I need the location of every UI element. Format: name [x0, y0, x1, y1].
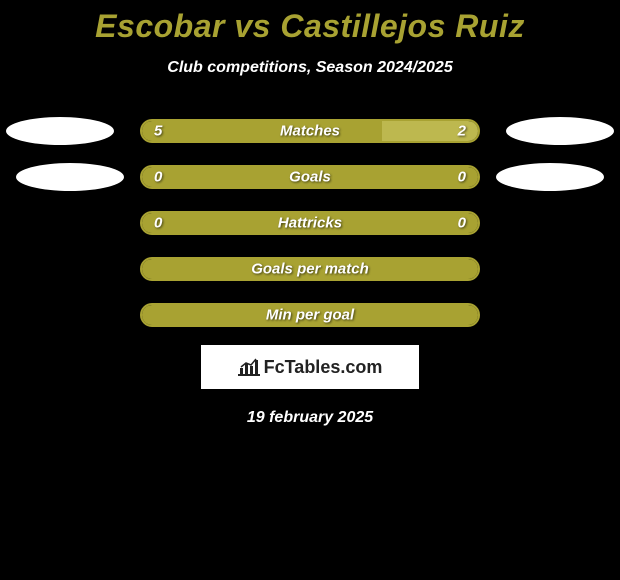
- subtitle: Club competitions, Season 2024/2025: [0, 59, 620, 77]
- logo-box: FcTables.com: [201, 345, 419, 389]
- stat-bar: Min per goal: [140, 303, 480, 327]
- stat-row: Min per goal: [0, 303, 620, 327]
- stat-bar: Matches52: [140, 119, 480, 143]
- logo: FcTables.com: [238, 357, 383, 378]
- stat-bar: Goals per match: [140, 257, 480, 281]
- player-right-ellipse: [506, 117, 614, 145]
- bar-left-fill: [142, 167, 478, 187]
- stat-row: Goals per match: [0, 257, 620, 281]
- stat-rows: Matches52Goals00Hattricks00Goals per mat…: [0, 119, 620, 327]
- stat-value-right: 0: [458, 169, 466, 186]
- bar-left-fill: [142, 259, 478, 279]
- bar-left-fill: [142, 305, 478, 325]
- stat-value-left: 5: [154, 123, 162, 140]
- stat-value-left: 0: [154, 169, 162, 186]
- bar-left-fill: [142, 121, 382, 141]
- stat-bar: Goals00: [140, 165, 480, 189]
- player-left-ellipse: [6, 117, 114, 145]
- player-left-ellipse: [16, 163, 124, 191]
- stat-value-right: 2: [458, 123, 466, 140]
- bar-left-fill: [142, 213, 478, 233]
- chart-icon: [238, 358, 260, 376]
- stat-row: Matches52: [0, 119, 620, 143]
- date: 19 february 2025: [0, 409, 620, 427]
- page-title: Escobar vs Castillejos Ruiz: [0, 8, 620, 45]
- stat-row: Hattricks00: [0, 211, 620, 235]
- stat-value-left: 0: [154, 215, 162, 232]
- comparison-infographic: Escobar vs Castillejos Ruiz Club competi…: [0, 0, 620, 427]
- stat-row: Goals00: [0, 165, 620, 189]
- logo-text: FcTables.com: [264, 357, 383, 378]
- stat-value-right: 0: [458, 215, 466, 232]
- player-right-ellipse: [496, 163, 604, 191]
- stat-bar: Hattricks00: [140, 211, 480, 235]
